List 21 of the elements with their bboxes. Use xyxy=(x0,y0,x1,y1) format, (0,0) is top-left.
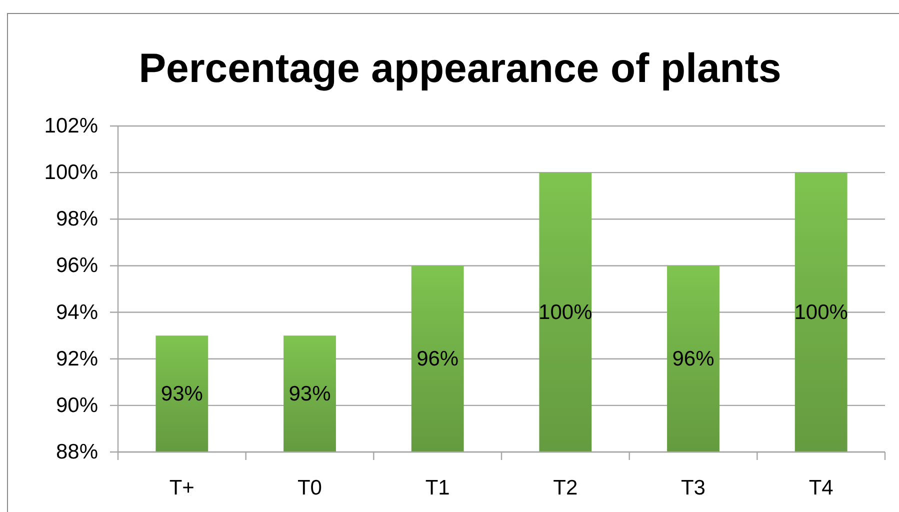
x-tick-label: T3 xyxy=(680,476,706,500)
data-label: 93% xyxy=(160,382,203,406)
y-tick-label: 96% xyxy=(56,254,98,278)
y-tick-label: 90% xyxy=(56,394,98,417)
x-tick-label: T4 xyxy=(808,476,834,500)
data-label: 93% xyxy=(288,382,331,406)
y-tick-label: 98% xyxy=(56,208,98,231)
y-tick-label: 100% xyxy=(44,161,98,184)
x-tick-label: T2 xyxy=(553,476,578,500)
data-label: 96% xyxy=(672,347,714,370)
y-tick-label: 94% xyxy=(56,300,98,324)
data-label: 100% xyxy=(538,300,592,324)
chart-title: Percentage appearance of plants xyxy=(138,45,782,91)
data-label: 96% xyxy=(416,347,459,370)
y-tick-label: 102% xyxy=(44,114,98,138)
x-tick-label: T0 xyxy=(297,476,322,500)
data-label: 100% xyxy=(794,300,848,324)
x-tick-label: T+ xyxy=(169,476,194,500)
y-tick-label: 92% xyxy=(56,347,98,370)
x-tick-label: T1 xyxy=(425,476,450,500)
y-tick-label: 88% xyxy=(56,440,98,464)
